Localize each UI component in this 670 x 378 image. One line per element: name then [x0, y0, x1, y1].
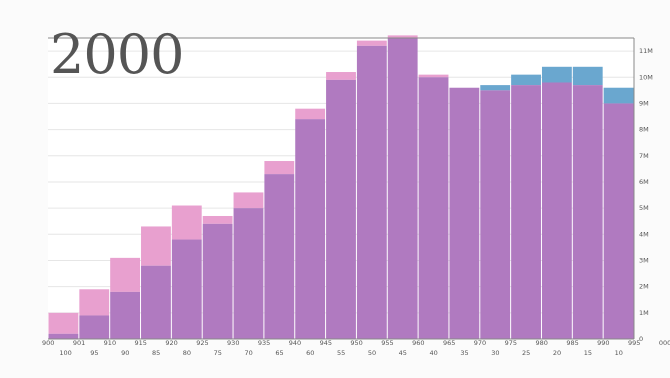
bar-series-2-excess — [541, 66, 572, 83]
bar-overlap — [511, 85, 541, 340]
x-tick-label-top: 920 — [165, 339, 177, 347]
bar-overlap — [295, 119, 326, 339]
bar-series-1-excess — [79, 289, 110, 316]
x-tick-label-top: 930 — [227, 339, 239, 347]
bar-series-1-excess — [387, 35, 418, 38]
bar-overlap — [603, 103, 634, 339]
bar-series-2-excess — [511, 74, 541, 86]
x-tick-label-top: 950 — [350, 339, 362, 347]
bar-overlap — [326, 79, 356, 339]
x-tick-label-top: 900 — [42, 339, 54, 347]
x-tick-label-age: 25 — [522, 349, 530, 357]
y-tick-label: 0 — [639, 335, 643, 343]
x-tick-label-age: 45 — [399, 349, 407, 357]
x-tick-label-age: 95 — [90, 349, 98, 357]
bar-overlap — [264, 174, 295, 339]
bar-series-1-excess — [110, 257, 141, 292]
bar-series-1-excess — [48, 312, 79, 334]
bar-overlap — [233, 208, 264, 339]
x-tick-label-top: 935 — [258, 339, 270, 347]
y-tick-label: 4M — [639, 230, 649, 238]
x-tick-label-age: 70 — [244, 349, 252, 357]
y-tick-label: 7M — [639, 152, 649, 160]
bar-series-1-excess — [171, 205, 202, 240]
bar-series-2-excess — [572, 66, 603, 86]
x-tick-label-top: 970 — [474, 339, 486, 347]
x-tick-label-top: 901 — [73, 339, 85, 347]
x-tick-label-age: 10 — [615, 349, 623, 357]
x-tick-label-top: 955 — [381, 339, 393, 347]
x-tick-label-top: 990 — [597, 339, 609, 347]
x-tick-label-top: 965 — [443, 339, 455, 347]
x-tick-label-top: 910 — [104, 339, 116, 347]
x-tick-label-age: 55 — [337, 349, 345, 357]
bar-series-1-excess — [356, 40, 387, 46]
y-tick-label: 10M — [639, 73, 653, 81]
bar-overlap — [110, 291, 141, 339]
y-tick-label: 6M — [639, 178, 649, 186]
bar-series-1-excess — [326, 72, 356, 80]
y-tick-label: 8M — [639, 126, 649, 134]
bar-series-2-excess — [480, 85, 511, 91]
y-tick-label: 1M — [639, 309, 649, 317]
x-tick-label-age: 35 — [460, 349, 468, 357]
y-tick-label: 2M — [639, 283, 649, 291]
year-label: 2000 — [50, 23, 184, 86]
x-tick-label-age: 60 — [306, 349, 314, 357]
x-tick-label-top: 945 — [320, 339, 332, 347]
x-tick-label-age: 65 — [275, 349, 283, 357]
bar-overlap — [48, 333, 79, 339]
x-tick-label-age: 50 — [368, 349, 376, 357]
y-tick-label: 3M — [639, 256, 649, 264]
y-tick-label: 9M — [639, 99, 649, 107]
x-tick-label-age: 85 — [152, 349, 160, 357]
bar-series-1-excess — [141, 226, 171, 266]
x-tick-label-top: 925 — [196, 339, 208, 347]
y-tick-label: 11M — [639, 47, 653, 55]
x-tick-label-age: 40 — [430, 349, 438, 357]
bar-series-1-excess — [202, 215, 233, 224]
bar-overlap — [480, 90, 511, 339]
x-tick-label-age: 30 — [491, 349, 499, 357]
bar-series-1-excess — [418, 74, 449, 78]
x-tick-label-age: 100 — [59, 349, 71, 357]
bar-overlap — [79, 315, 110, 339]
bar-overlap — [387, 38, 418, 339]
bar-series-1-excess — [233, 192, 264, 209]
x-tick-label-top: 915 — [135, 339, 147, 347]
bar-overlap — [541, 82, 572, 339]
x-tick-label-age: 75 — [214, 349, 222, 357]
bar-overlap — [202, 223, 233, 339]
x-tick-label-top: 980 — [535, 339, 547, 347]
x-tick-label-age: 15 — [584, 349, 592, 357]
bar-overlap — [572, 85, 603, 340]
x-tick-label-top: 940 — [289, 339, 301, 347]
x-tick-label-age: 90 — [121, 349, 129, 357]
bar-series-1-excess — [264, 161, 295, 175]
x-tick-label-top: 960 — [412, 339, 424, 347]
x-tick-label-top: 975 — [505, 339, 517, 347]
x-tick-label-age: 20 — [553, 349, 561, 357]
bar-series-2-excess — [603, 87, 634, 104]
bar-overlap — [141, 265, 171, 339]
x-tick-label-age: 80 — [183, 349, 191, 357]
bar-overlap — [418, 77, 449, 340]
x-tick-label-top: 995 — [628, 339, 640, 347]
bar-overlap — [449, 87, 480, 339]
x-tick-label-top: 000 — [659, 339, 670, 347]
bar-overlap — [171, 239, 202, 339]
bar-series-1-excess — [295, 108, 326, 120]
x-tick-label-top: 985 — [566, 339, 578, 347]
y-tick-label: 5M — [639, 204, 649, 212]
bar-overlap — [356, 45, 387, 339]
